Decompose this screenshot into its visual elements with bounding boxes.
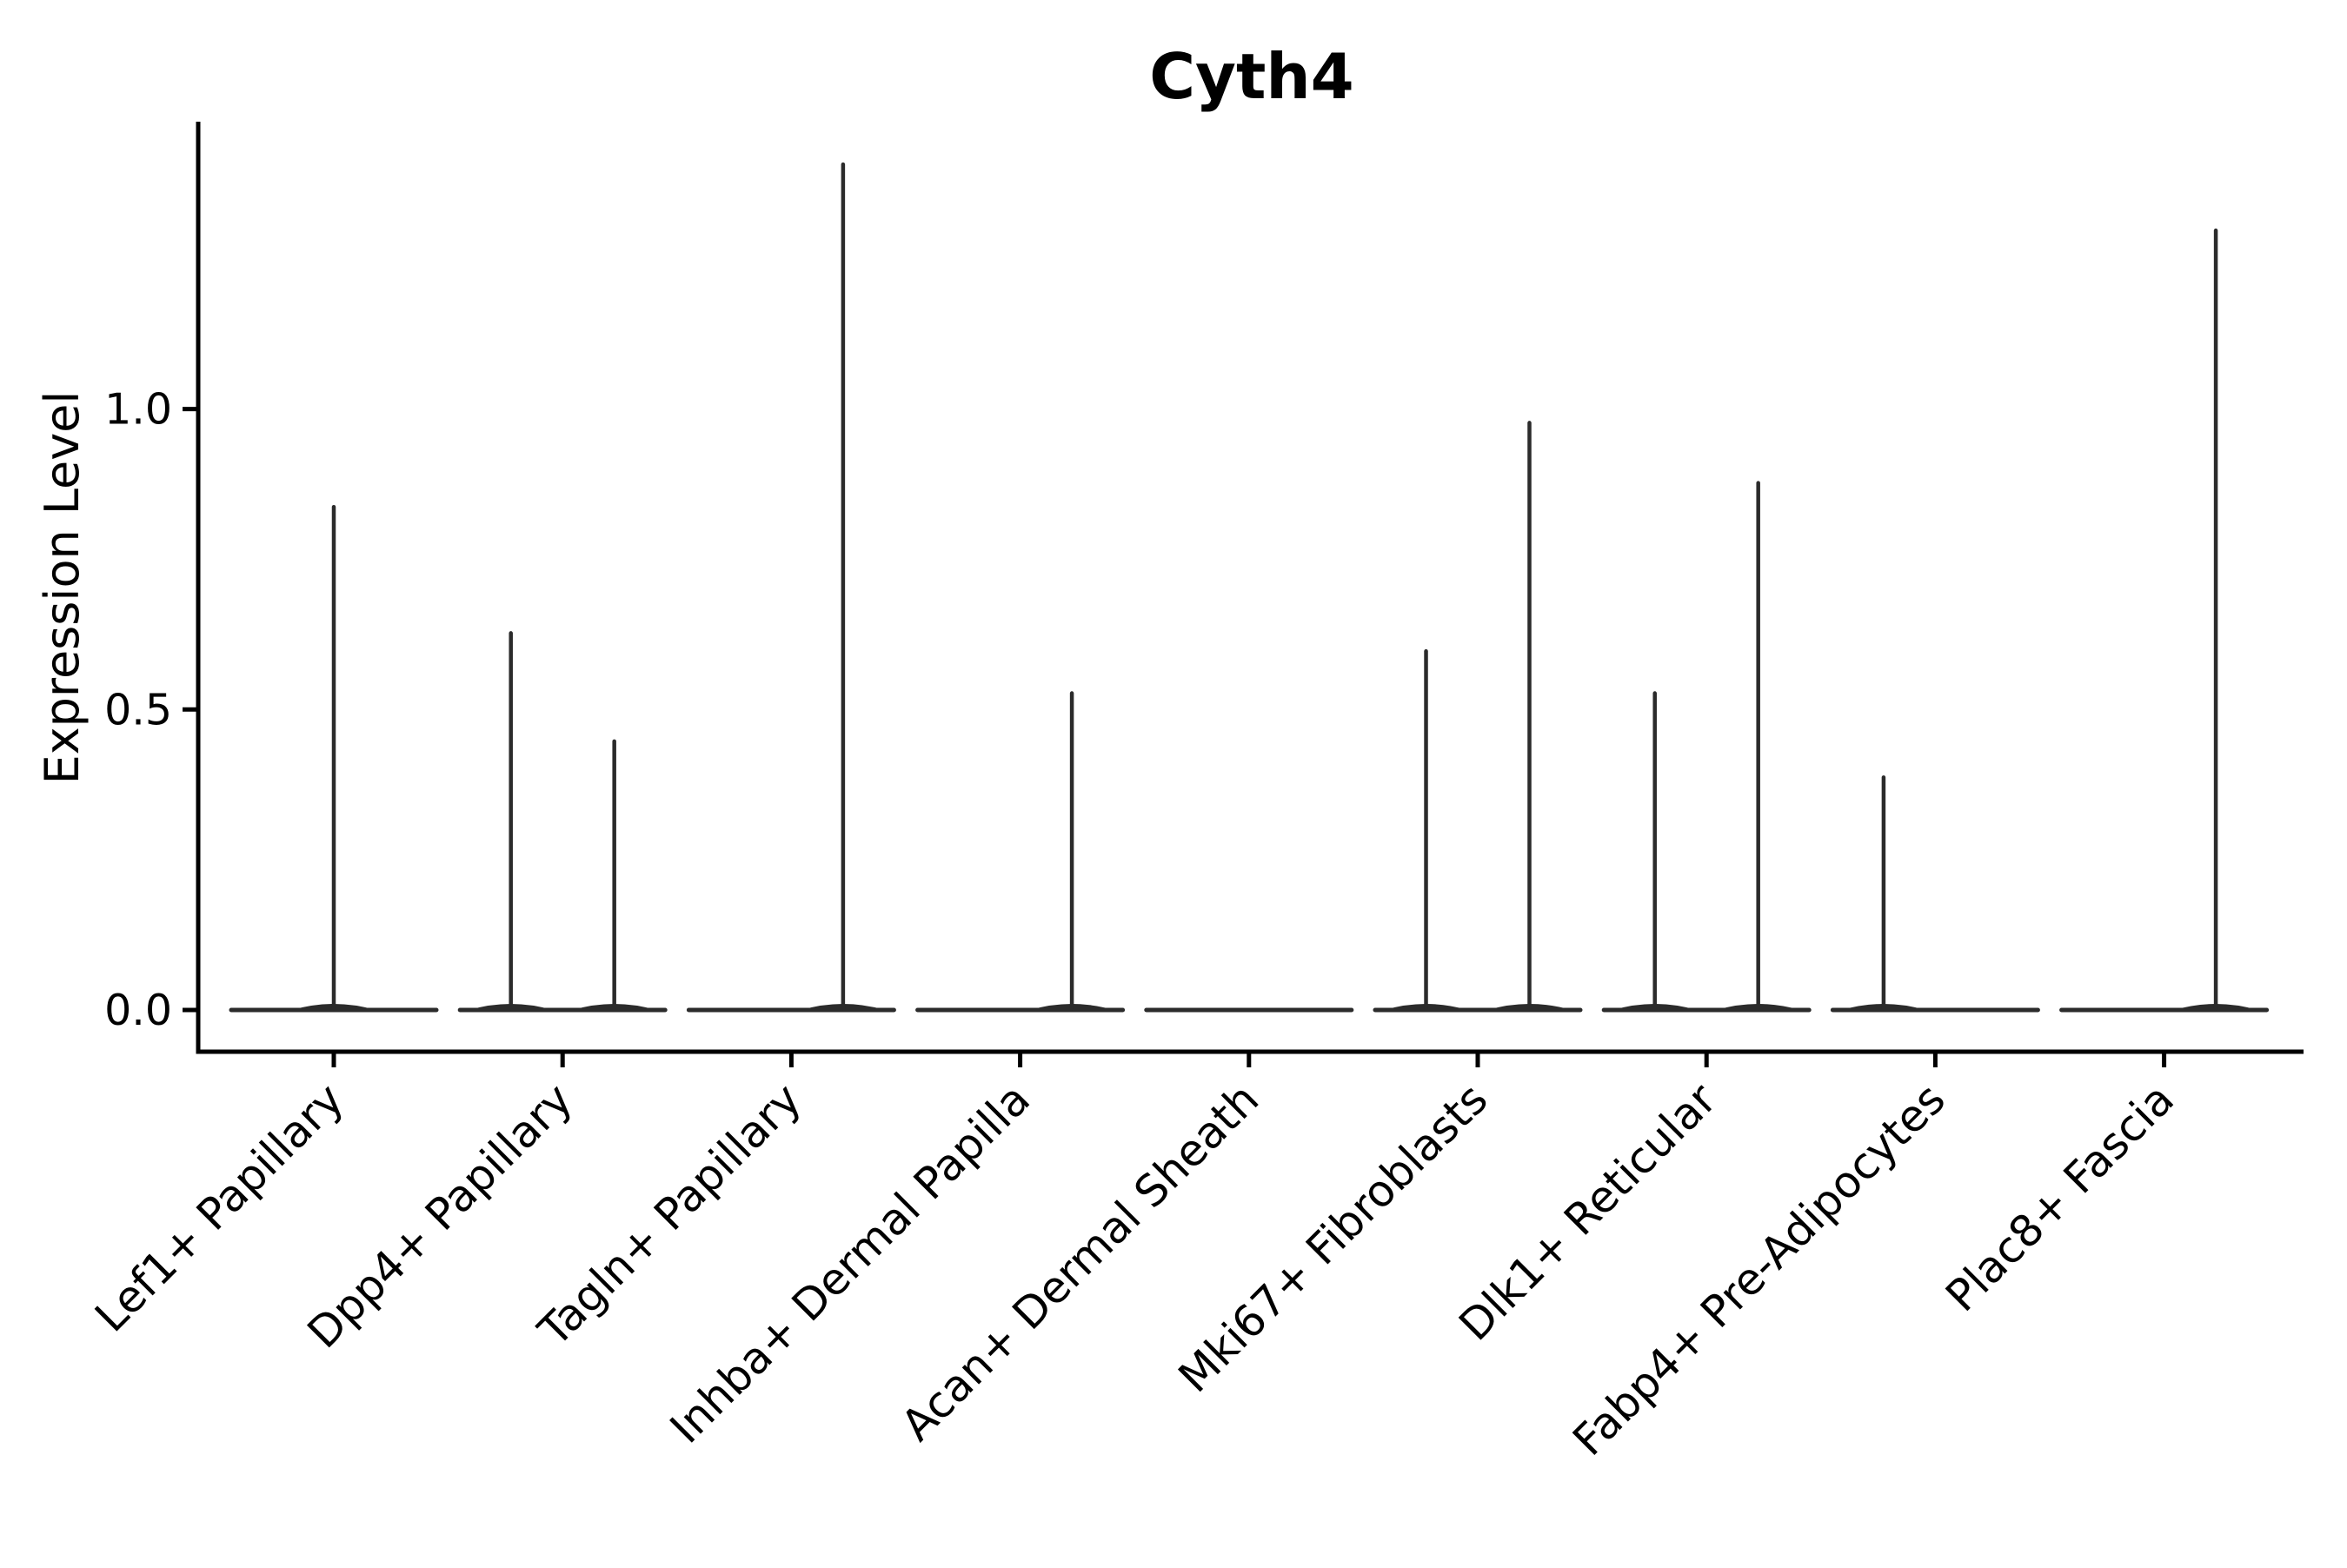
violins-layer: [229, 162, 2270, 1013]
y-tick-label: 1.0: [104, 385, 172, 435]
y-tick-label: 0.5: [104, 685, 172, 734]
y-axis-ticks: 0.0 0.5 1.0: [104, 385, 198, 1035]
y-axis-label: Expression Level: [35, 391, 90, 785]
axis-spines: [196, 122, 2304, 1054]
x-tick-label: Fabp4+ Pre-Adipocytes: [1563, 1073, 1955, 1465]
x-tick-label: Lef1+ Papillary: [85, 1073, 353, 1341]
chart-title: Cyth4: [1149, 40, 1354, 113]
y-tick-label: 0.0: [104, 986, 172, 1035]
x-tick-label: Plac8+ Fascia: [1936, 1073, 2184, 1321]
